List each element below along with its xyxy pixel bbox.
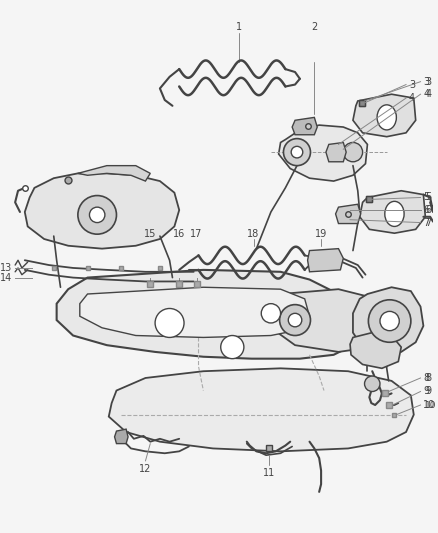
Text: 8: 8 [425, 373, 431, 383]
Polygon shape [279, 125, 367, 181]
Text: 8: 8 [424, 373, 430, 383]
Circle shape [261, 304, 281, 323]
Text: 15: 15 [144, 229, 156, 239]
Ellipse shape [377, 105, 396, 130]
Text: 4: 4 [425, 89, 431, 99]
Polygon shape [360, 191, 425, 233]
Text: 10: 10 [424, 400, 436, 410]
Polygon shape [25, 173, 179, 248]
Polygon shape [57, 270, 363, 359]
Text: 2: 2 [311, 22, 318, 31]
Polygon shape [307, 248, 343, 272]
Text: 4: 4 [409, 93, 415, 103]
Text: 14: 14 [0, 272, 12, 282]
Text: 4: 4 [424, 89, 430, 99]
Text: 11: 11 [263, 467, 275, 478]
Text: 18: 18 [247, 229, 260, 239]
Circle shape [370, 309, 393, 332]
Text: 7: 7 [424, 217, 430, 228]
Text: 5: 5 [424, 192, 430, 203]
Text: 13: 13 [0, 263, 12, 273]
Circle shape [364, 376, 380, 392]
Polygon shape [336, 204, 360, 223]
Circle shape [368, 300, 411, 342]
Text: 16: 16 [173, 229, 185, 239]
Circle shape [221, 335, 244, 359]
Circle shape [78, 196, 117, 234]
Text: 3: 3 [424, 77, 430, 87]
Circle shape [343, 142, 363, 162]
Text: 9: 9 [425, 386, 431, 397]
Polygon shape [109, 368, 414, 451]
Circle shape [288, 313, 302, 327]
Text: 10: 10 [425, 400, 437, 409]
Text: 1: 1 [236, 22, 242, 31]
Circle shape [380, 311, 399, 330]
Text: 6: 6 [425, 205, 431, 215]
Polygon shape [353, 287, 424, 355]
Text: 5: 5 [425, 192, 431, 203]
Circle shape [155, 309, 184, 337]
Polygon shape [115, 429, 128, 443]
Text: 9: 9 [424, 386, 430, 397]
Text: 12: 12 [139, 464, 152, 474]
Text: 3: 3 [425, 77, 431, 87]
Polygon shape [80, 287, 310, 337]
Circle shape [89, 207, 105, 223]
Text: 19: 19 [315, 229, 327, 239]
Polygon shape [353, 94, 416, 136]
Polygon shape [326, 142, 346, 162]
Polygon shape [269, 289, 396, 352]
Circle shape [291, 147, 303, 158]
Polygon shape [292, 117, 317, 135]
Polygon shape [350, 333, 401, 368]
Text: 7: 7 [425, 217, 431, 228]
Text: 3: 3 [409, 79, 415, 90]
Circle shape [279, 305, 311, 335]
Text: 6: 6 [424, 205, 430, 215]
Text: 17: 17 [191, 229, 203, 239]
Ellipse shape [385, 201, 404, 227]
Circle shape [283, 139, 311, 166]
Polygon shape [78, 166, 150, 181]
